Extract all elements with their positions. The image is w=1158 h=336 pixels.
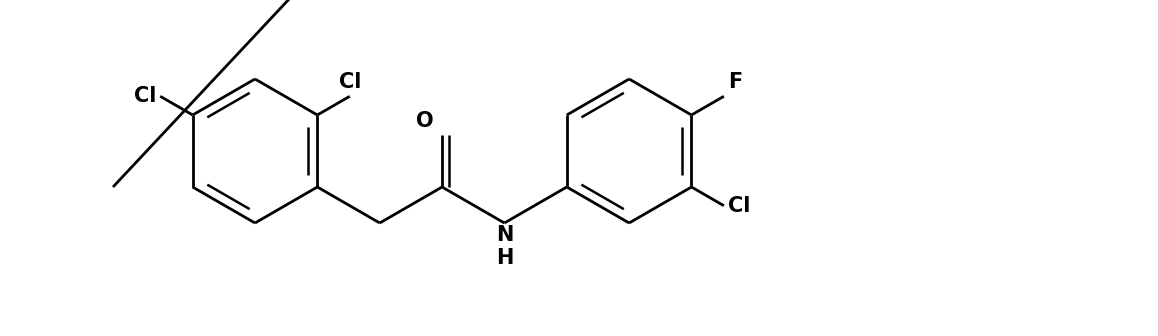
Text: F: F xyxy=(728,72,742,92)
Text: H: H xyxy=(496,248,513,268)
Text: Cl: Cl xyxy=(728,196,750,216)
Text: Cl: Cl xyxy=(134,86,156,106)
Text: N: N xyxy=(496,225,513,245)
Text: O: O xyxy=(417,111,434,131)
Text: Cl: Cl xyxy=(338,72,361,92)
